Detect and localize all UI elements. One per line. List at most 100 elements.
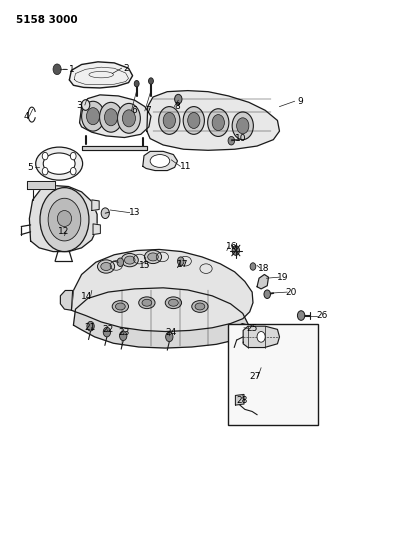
Ellipse shape [112, 301, 129, 312]
Text: 27: 27 [249, 373, 260, 381]
Circle shape [42, 167, 48, 175]
Polygon shape [82, 146, 147, 150]
Text: 4: 4 [24, 112, 29, 120]
Text: 9: 9 [297, 97, 303, 106]
Circle shape [257, 332, 265, 342]
Text: 2: 2 [124, 64, 129, 72]
Ellipse shape [142, 300, 152, 306]
Text: 20: 20 [285, 288, 297, 296]
Circle shape [82, 100, 90, 110]
Circle shape [53, 64, 61, 75]
Circle shape [122, 110, 135, 127]
Text: 11: 11 [180, 162, 191, 171]
Polygon shape [93, 224, 100, 235]
Polygon shape [69, 62, 133, 88]
Text: 21: 21 [84, 323, 95, 332]
Text: 17: 17 [177, 260, 188, 269]
Text: 23: 23 [119, 328, 130, 337]
Circle shape [42, 152, 48, 160]
Ellipse shape [195, 303, 205, 310]
Ellipse shape [101, 263, 111, 271]
Text: 19: 19 [277, 273, 288, 281]
Circle shape [188, 112, 200, 128]
Text: 15: 15 [139, 261, 151, 270]
Circle shape [166, 332, 173, 342]
Ellipse shape [165, 297, 182, 309]
Circle shape [70, 152, 76, 160]
Ellipse shape [124, 256, 135, 264]
Circle shape [208, 109, 229, 136]
Text: 3: 3 [77, 101, 82, 109]
Circle shape [149, 78, 153, 84]
Text: 7: 7 [145, 107, 151, 115]
Text: 5158 3000: 5158 3000 [16, 15, 77, 25]
Text: 25: 25 [246, 324, 258, 333]
Circle shape [134, 80, 139, 87]
Text: 8: 8 [175, 102, 180, 111]
Text: 5: 5 [28, 163, 33, 172]
Circle shape [163, 112, 175, 128]
Circle shape [175, 94, 182, 104]
Polygon shape [143, 151, 177, 171]
Ellipse shape [148, 253, 158, 261]
Ellipse shape [115, 303, 125, 310]
Ellipse shape [36, 147, 82, 180]
Circle shape [228, 136, 235, 145]
Polygon shape [92, 200, 99, 211]
Circle shape [100, 102, 122, 132]
Circle shape [70, 167, 76, 175]
Circle shape [40, 188, 89, 252]
Polygon shape [29, 185, 97, 252]
Circle shape [177, 257, 184, 265]
Text: 22: 22 [102, 326, 114, 334]
Circle shape [117, 258, 124, 266]
Polygon shape [257, 274, 268, 289]
Text: 26: 26 [317, 311, 328, 320]
Circle shape [232, 112, 253, 140]
Text: 18: 18 [258, 264, 269, 272]
Circle shape [103, 327, 111, 337]
Polygon shape [235, 394, 244, 405]
Polygon shape [60, 290, 73, 310]
Text: 6: 6 [132, 107, 137, 115]
Circle shape [159, 107, 180, 134]
Ellipse shape [43, 153, 75, 174]
Ellipse shape [144, 250, 162, 264]
Polygon shape [73, 288, 248, 348]
FancyBboxPatch shape [228, 324, 318, 425]
Text: 10: 10 [235, 134, 246, 143]
Circle shape [264, 290, 271, 298]
Text: 13: 13 [129, 208, 140, 217]
Circle shape [250, 263, 256, 270]
Ellipse shape [57, 211, 72, 227]
Ellipse shape [192, 301, 208, 312]
Ellipse shape [169, 300, 178, 306]
Text: 28: 28 [237, 397, 248, 405]
Circle shape [232, 246, 239, 255]
Ellipse shape [139, 297, 155, 309]
Circle shape [120, 331, 127, 341]
Circle shape [86, 108, 100, 125]
Circle shape [118, 103, 140, 133]
Circle shape [101, 208, 109, 219]
Circle shape [87, 321, 94, 331]
Ellipse shape [98, 260, 115, 273]
Circle shape [104, 109, 118, 126]
Polygon shape [27, 181, 55, 189]
Polygon shape [80, 95, 151, 138]
Text: 24: 24 [165, 328, 176, 337]
Circle shape [297, 311, 305, 320]
Circle shape [82, 101, 104, 131]
Text: 14: 14 [81, 292, 92, 301]
Text: 12: 12 [58, 228, 69, 236]
Polygon shape [147, 91, 279, 150]
Circle shape [212, 115, 224, 131]
Polygon shape [71, 249, 253, 332]
Circle shape [48, 198, 81, 241]
Text: 1: 1 [69, 65, 74, 74]
Ellipse shape [150, 155, 170, 167]
Circle shape [183, 107, 204, 134]
Polygon shape [243, 326, 279, 348]
Circle shape [237, 118, 249, 134]
Ellipse shape [121, 253, 138, 266]
